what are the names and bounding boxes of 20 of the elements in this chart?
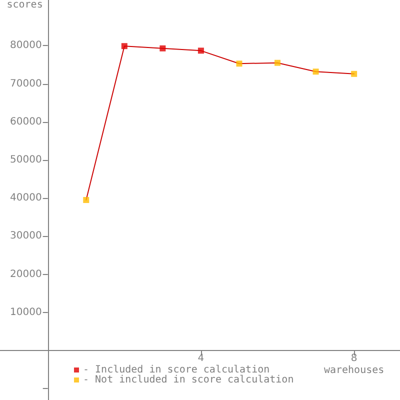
y-tick-label: 60000: [10, 116, 42, 128]
legend-label: - Included in score calculation: [83, 364, 270, 376]
point: [274, 60, 281, 66]
y-tick-label: 40000: [10, 192, 42, 204]
y-tick-label: 80000: [10, 40, 42, 52]
legend-label: - Not included in score calculation: [83, 374, 294, 386]
point: [236, 60, 242, 67]
point: [312, 68, 319, 75]
point: [83, 197, 90, 203]
point: [121, 43, 128, 50]
y-axis-title: scores: [6, 0, 43, 10]
point: [198, 48, 204, 54]
y-tick-label: 10000: [10, 306, 42, 318]
x-axis-title: warehouses: [324, 364, 384, 376]
y-tick-label: 20000: [10, 268, 42, 280]
y-tick-label: 30000: [10, 230, 42, 242]
y-tick-label: 50000: [10, 154, 42, 166]
point: [160, 45, 166, 52]
y-tick-label: 70000: [10, 78, 42, 90]
point: [351, 70, 358, 77]
